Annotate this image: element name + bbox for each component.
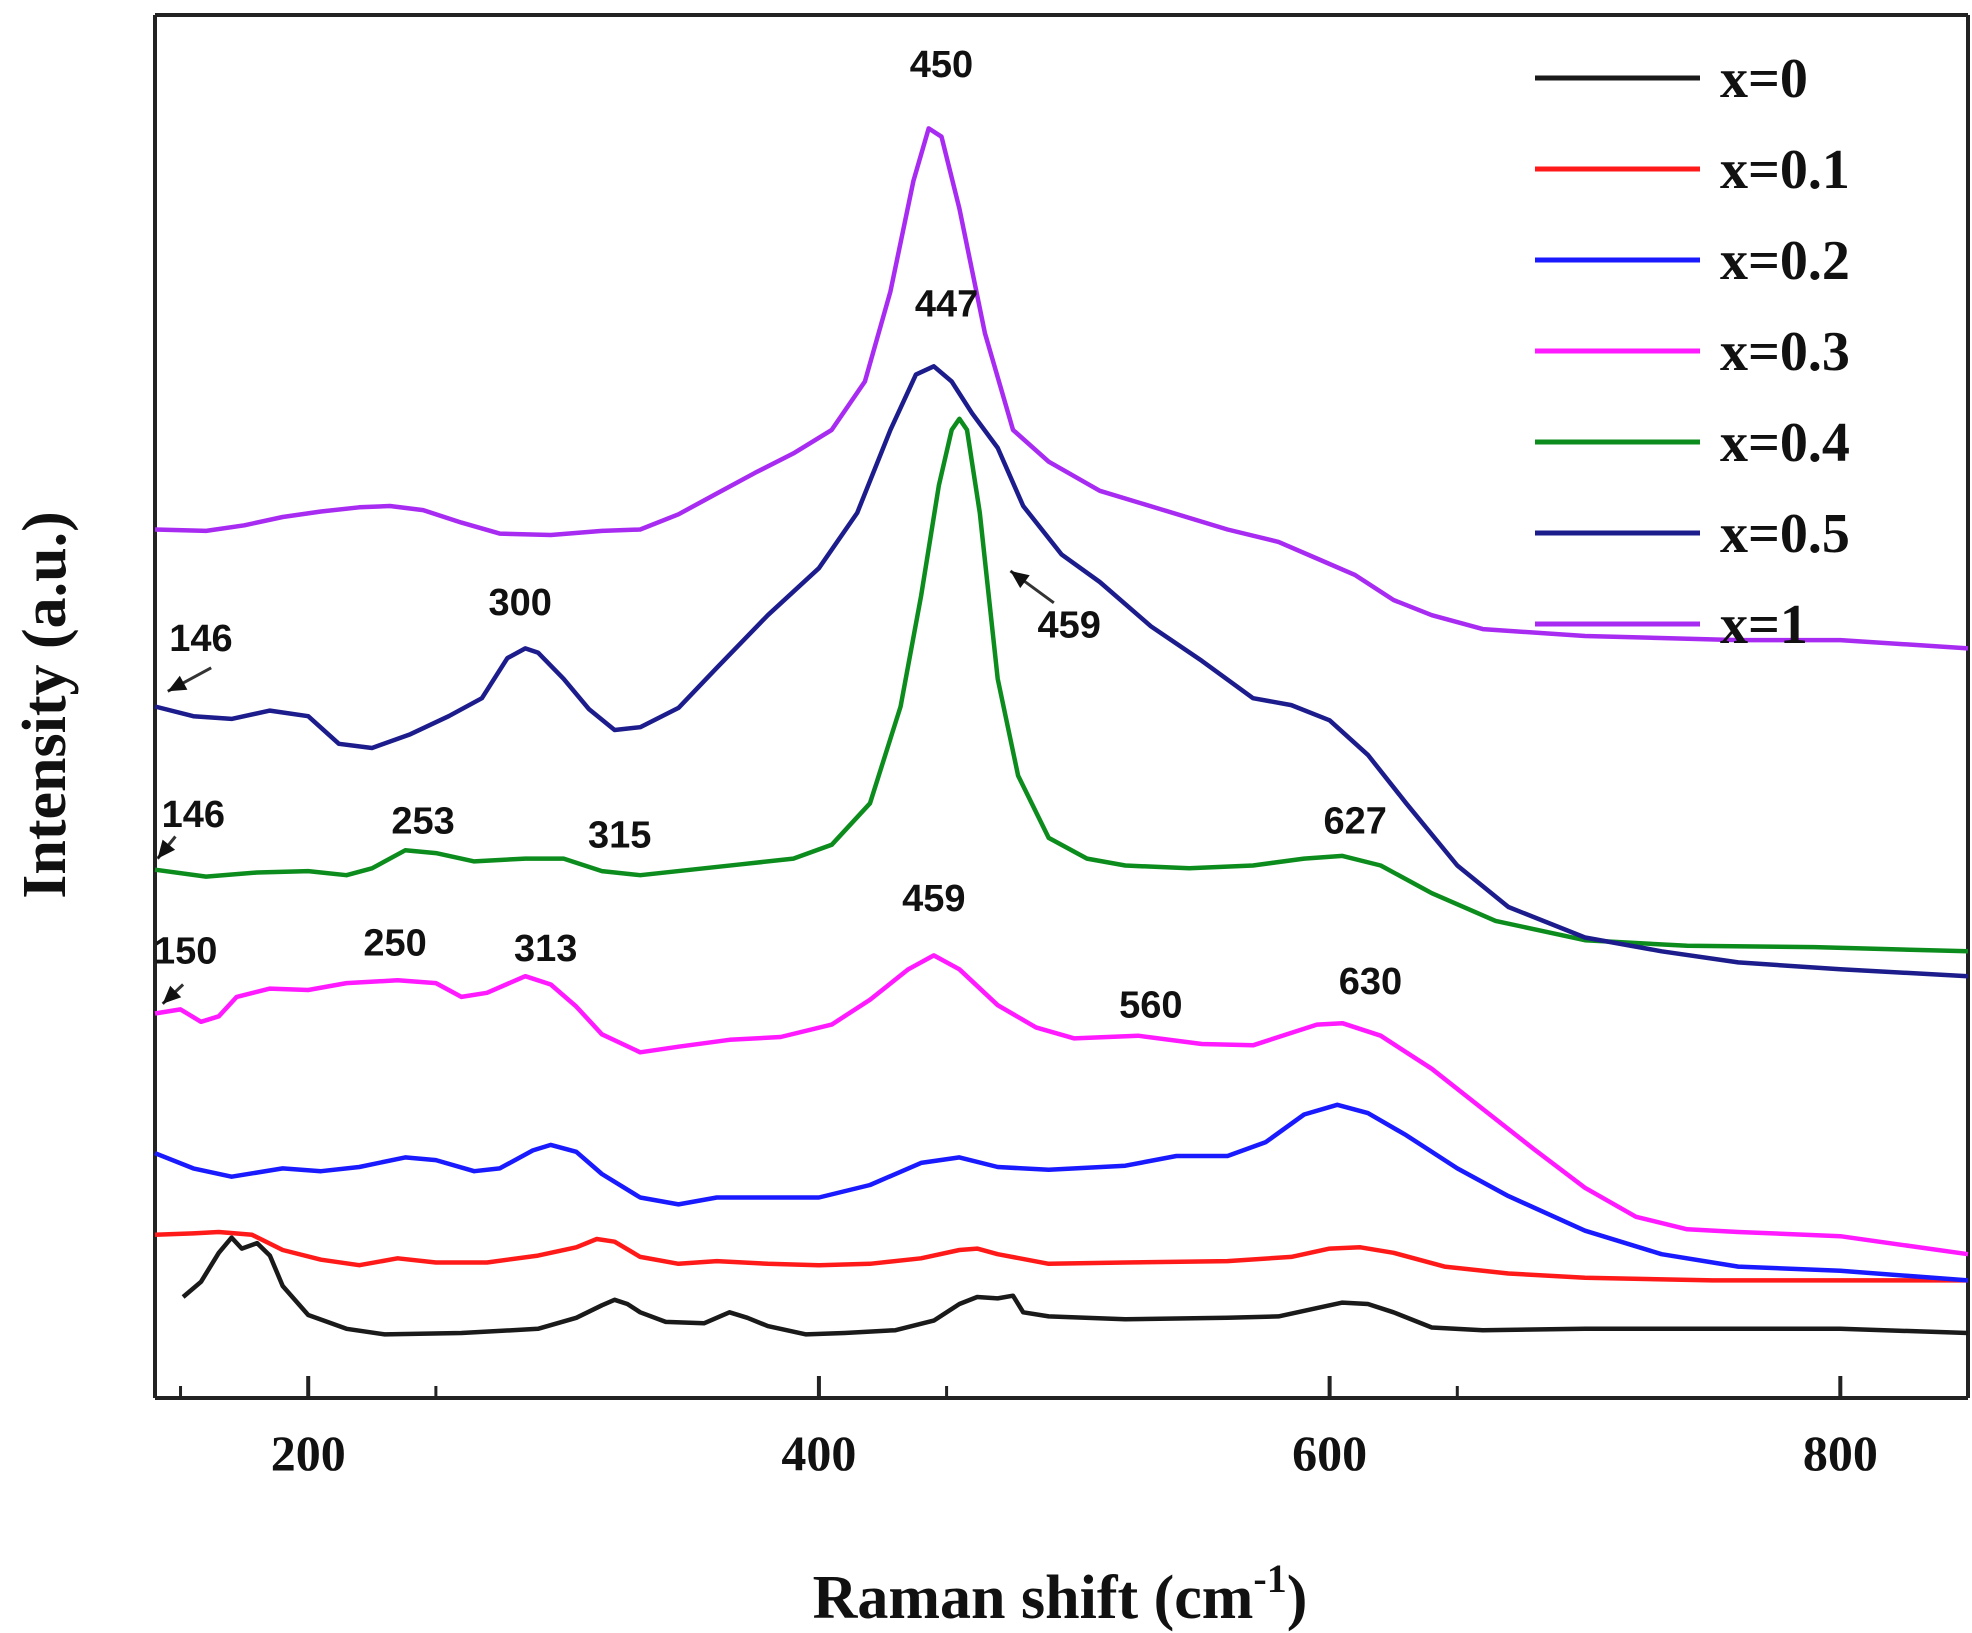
peak-label-146: 146 [162,794,225,836]
x-axis-title-main: Raman shift (cm [813,1564,1254,1632]
series-line-x=0 [181,1235,1969,1337]
series-line-x=0.3 [154,953,1969,1257]
series-layer [154,126,1969,1337]
x-axis-title: Raman shift (cm-1) [813,1556,1308,1632]
x-tick-label-600: 600 [1292,1425,1367,1481]
legend-label-x=0.5: x=0.5 [1720,503,1850,565]
peak-label-459: 459 [902,878,965,920]
peak-label-315: 315 [588,815,651,857]
x-tick-label-400: 400 [781,1425,856,1481]
peak-label-313: 313 [514,928,577,970]
series-line-x=0.5 [154,364,1969,979]
peak-label-150: 150 [154,931,217,973]
peak-label-146: 146 [169,618,232,660]
legend-label-x=0.4: x=0.4 [1720,412,1850,474]
peak-label-627: 627 [1323,801,1386,843]
legend-label-x=0.2: x=0.2 [1720,230,1850,292]
legend-label-x=0: x=0 [1720,48,1808,110]
x-axis-title-close: ) [1287,1564,1308,1632]
x-tick-label-800: 800 [1803,1425,1878,1481]
series-line-x=0.2 [154,1102,1969,1283]
peak-label-459: 459 [1037,604,1100,646]
x-ticks: 200 400 600 800 [179,1376,1878,1481]
peak-label-450: 450 [910,44,973,86]
series-line-x=0.4 [154,416,1969,954]
peak-label-630: 630 [1339,961,1402,1003]
x-tick-label-200: 200 [271,1425,346,1481]
peak-label-560: 560 [1119,985,1182,1027]
peak-label-250: 250 [363,922,426,964]
x-axis-title-sup: -1 [1253,1556,1286,1601]
series-line-x=0.1 [154,1229,1968,1283]
peak-label-300: 300 [488,582,551,624]
legend-label-x=0.1: x=0.1 [1720,139,1850,201]
peak-arrowhead-459 [1010,571,1030,589]
series-line-x=1 [154,126,1969,651]
peak-arrowhead-146 [157,839,176,859]
legend-label-x=0.3: x=0.3 [1720,321,1850,383]
y-axis-title: Intensity (a.u.) [11,511,79,899]
legend: x=0 x=0.1 x=0.2 x=0.3 x=0.4 x=0.5 x=1 [1535,48,1850,656]
peak-arrowhead-150 [162,985,182,1004]
legend-label-x=1: x=1 [1720,594,1808,656]
plot-frame [153,13,1970,1400]
peak-arrowhead-146 [167,675,188,692]
peak-label-447: 447 [915,283,978,325]
peak-label-253: 253 [391,801,454,843]
annotation-layer: 450 447 459 300 146 146 253 315 627 459 150 250 313 5… [154,44,1402,1026]
